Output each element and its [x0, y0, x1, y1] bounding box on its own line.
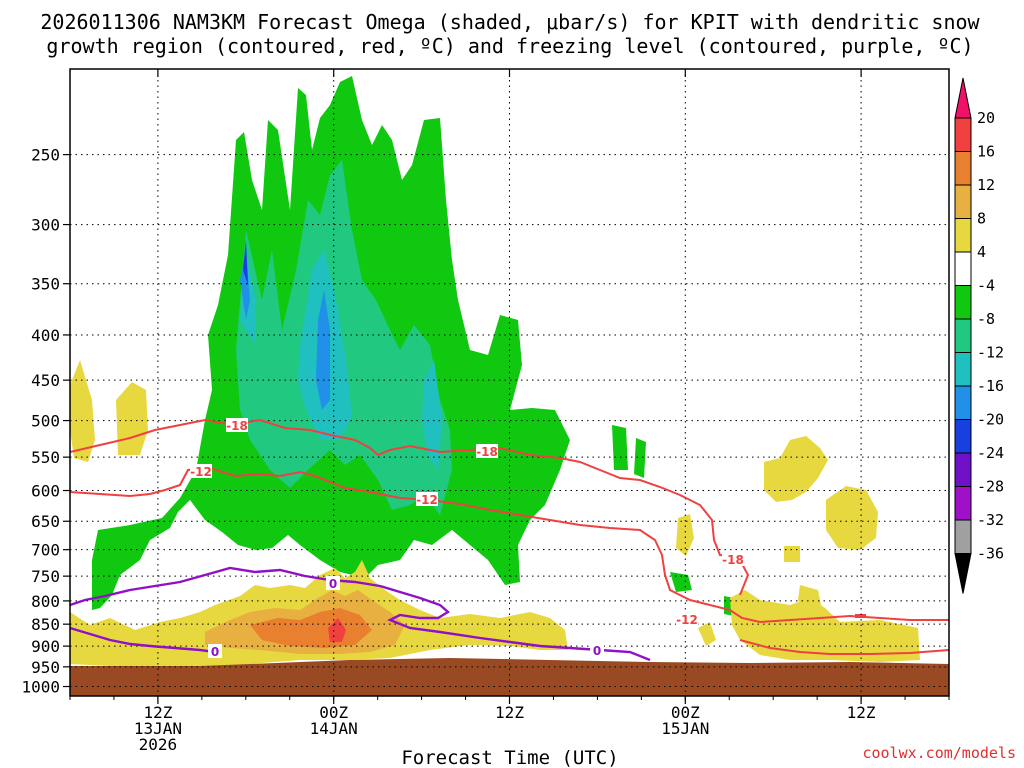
contour-purple-0-west	[70, 626, 216, 654]
omega-region-cyan	[240, 250, 442, 470]
colorbar-label: -12	[977, 344, 1004, 362]
colorbar-bin	[954, 117, 972, 152]
y-tick-label: 950	[31, 658, 60, 677]
label-zero-east: 0	[593, 644, 601, 658]
y-tick-label: 700	[31, 541, 60, 560]
credit-text: coolwx.com/models	[862, 744, 1016, 762]
colorbar-bin	[954, 251, 972, 286]
y-tick-label: 250	[31, 146, 60, 165]
colorbar-top-triangle	[954, 77, 972, 119]
omega-region-red	[328, 618, 346, 642]
grid-lines	[70, 69, 949, 696]
omega-region-green-east-3	[670, 572, 692, 592]
y-tick-label: 850	[31, 615, 60, 634]
label-zero-north: 0	[329, 577, 337, 591]
x-tick-label: 14JAN	[310, 719, 358, 738]
colorbar-label: -36	[977, 545, 1004, 563]
plot-area: -18 -18 -18 -12 -12 -12 0 0 0	[70, 69, 949, 696]
colorbar-bin	[954, 352, 972, 387]
y-tick-label: 400	[31, 326, 60, 345]
x-tick-label: 00Z	[319, 703, 348, 722]
y-tick-label: 350	[31, 275, 60, 294]
omega-region-yellow-east-1	[764, 436, 828, 502]
colorbar-label: -32	[977, 511, 1004, 529]
y-tick-label: 800	[31, 592, 60, 611]
x-tick-label: 12Z	[847, 703, 876, 722]
colorbar-bin	[954, 385, 972, 420]
x-axis-title: Forecast Time (UTC)	[401, 747, 618, 768]
colorbar-label: -8	[977, 310, 995, 328]
colorbar-bin	[954, 486, 972, 521]
colorbar-label: 12	[977, 176, 995, 194]
y-tick-label: 500	[31, 412, 60, 431]
colorbar-label: 20	[977, 109, 995, 127]
colorbar-bin	[954, 285, 972, 320]
omega-region-yellow-east-7	[798, 585, 822, 615]
omega-region-yellow-east-3	[676, 514, 694, 556]
colorbar-label: 4	[977, 243, 986, 261]
label-minus18-west: -18	[226, 419, 248, 433]
omega-region-green-east-1	[612, 425, 628, 470]
colorbar-label: -4	[977, 277, 995, 295]
colorbar-label: 16	[977, 143, 995, 161]
x-tick-label: 13JAN	[134, 719, 182, 738]
omega-region-yellow-east-5	[730, 590, 920, 662]
x-tick-label: 12Z	[143, 703, 172, 722]
colorbar-label: -24	[977, 444, 1004, 462]
y-tick-label: 450	[31, 371, 60, 390]
omega-region-green-east-2	[634, 438, 646, 478]
omega-region-yellow-east-4	[784, 546, 800, 562]
x-tick-label: 2026	[139, 735, 178, 754]
omega-region-yellow-east-6	[698, 622, 716, 646]
colorbar-label: 8	[977, 210, 986, 228]
y-tick-label: 750	[31, 567, 60, 586]
colorbar-bin	[954, 151, 972, 186]
label-minus12-east: -12	[676, 613, 698, 627]
x-tick-label: 00Z	[671, 703, 700, 722]
y-axis: 250 300 350 400 450 500 550 600 650 700 750 800 850 9…	[21, 146, 70, 697]
colorbar-label: -20	[977, 411, 1004, 429]
colorbar-label: -16	[977, 377, 1004, 395]
y-tick-label: 300	[31, 216, 60, 235]
omega-region-teal	[236, 160, 452, 515]
y-tick-label: 600	[31, 482, 60, 501]
contour-red-minus12-low	[739, 639, 949, 655]
omega-region-blue	[240, 250, 330, 410]
chart-title-line2: growth region (contoured, red, ºC) and f…	[46, 34, 973, 58]
label-minus18-east: -18	[722, 553, 744, 567]
colorbar-bin	[954, 218, 972, 253]
colorbar-bin	[954, 419, 972, 454]
label-minus12-west: -12	[190, 465, 212, 479]
contour-labels: -18 -18 -18 -12 -12 -12 0 0 0	[190, 418, 744, 659]
x-tick-label: 15JAN	[661, 719, 709, 738]
y-tick-label: 900	[31, 637, 60, 656]
colorbar: 20 16 12 8 4 -4 -8 -12 -16 -20 -24 -28 -32 -36	[954, 77, 1004, 594]
colorbar-bin	[954, 318, 972, 353]
omega-region-yellow-west-2	[116, 382, 148, 455]
omega-region-yellow-west-1	[70, 360, 95, 462]
chart-title-line1: 2026011306 NAM3KM Forecast Omega (shaded…	[40, 10, 980, 34]
y-tick-label: 1000	[21, 678, 60, 697]
colorbar-bin	[954, 184, 972, 219]
colorbar-bin	[954, 519, 972, 554]
label-minus18-mid: -18	[476, 445, 498, 459]
y-tick-label: 550	[31, 448, 60, 467]
x-tick-label: 12Z	[495, 703, 524, 722]
y-tick-label: 650	[31, 512, 60, 531]
label-zero-west: 0	[211, 645, 219, 659]
omega-region-yellow-east-2	[826, 486, 878, 550]
freezing-contours	[70, 566, 651, 662]
omega-region-dark-blue	[243, 240, 248, 285]
colorbar-bottom-triangle	[954, 553, 972, 594]
label-minus12-mid: -12	[416, 493, 438, 507]
colorbar-bin	[954, 452, 972, 487]
colorbar-label: -28	[977, 478, 1004, 496]
contour-purple-0	[70, 566, 651, 662]
